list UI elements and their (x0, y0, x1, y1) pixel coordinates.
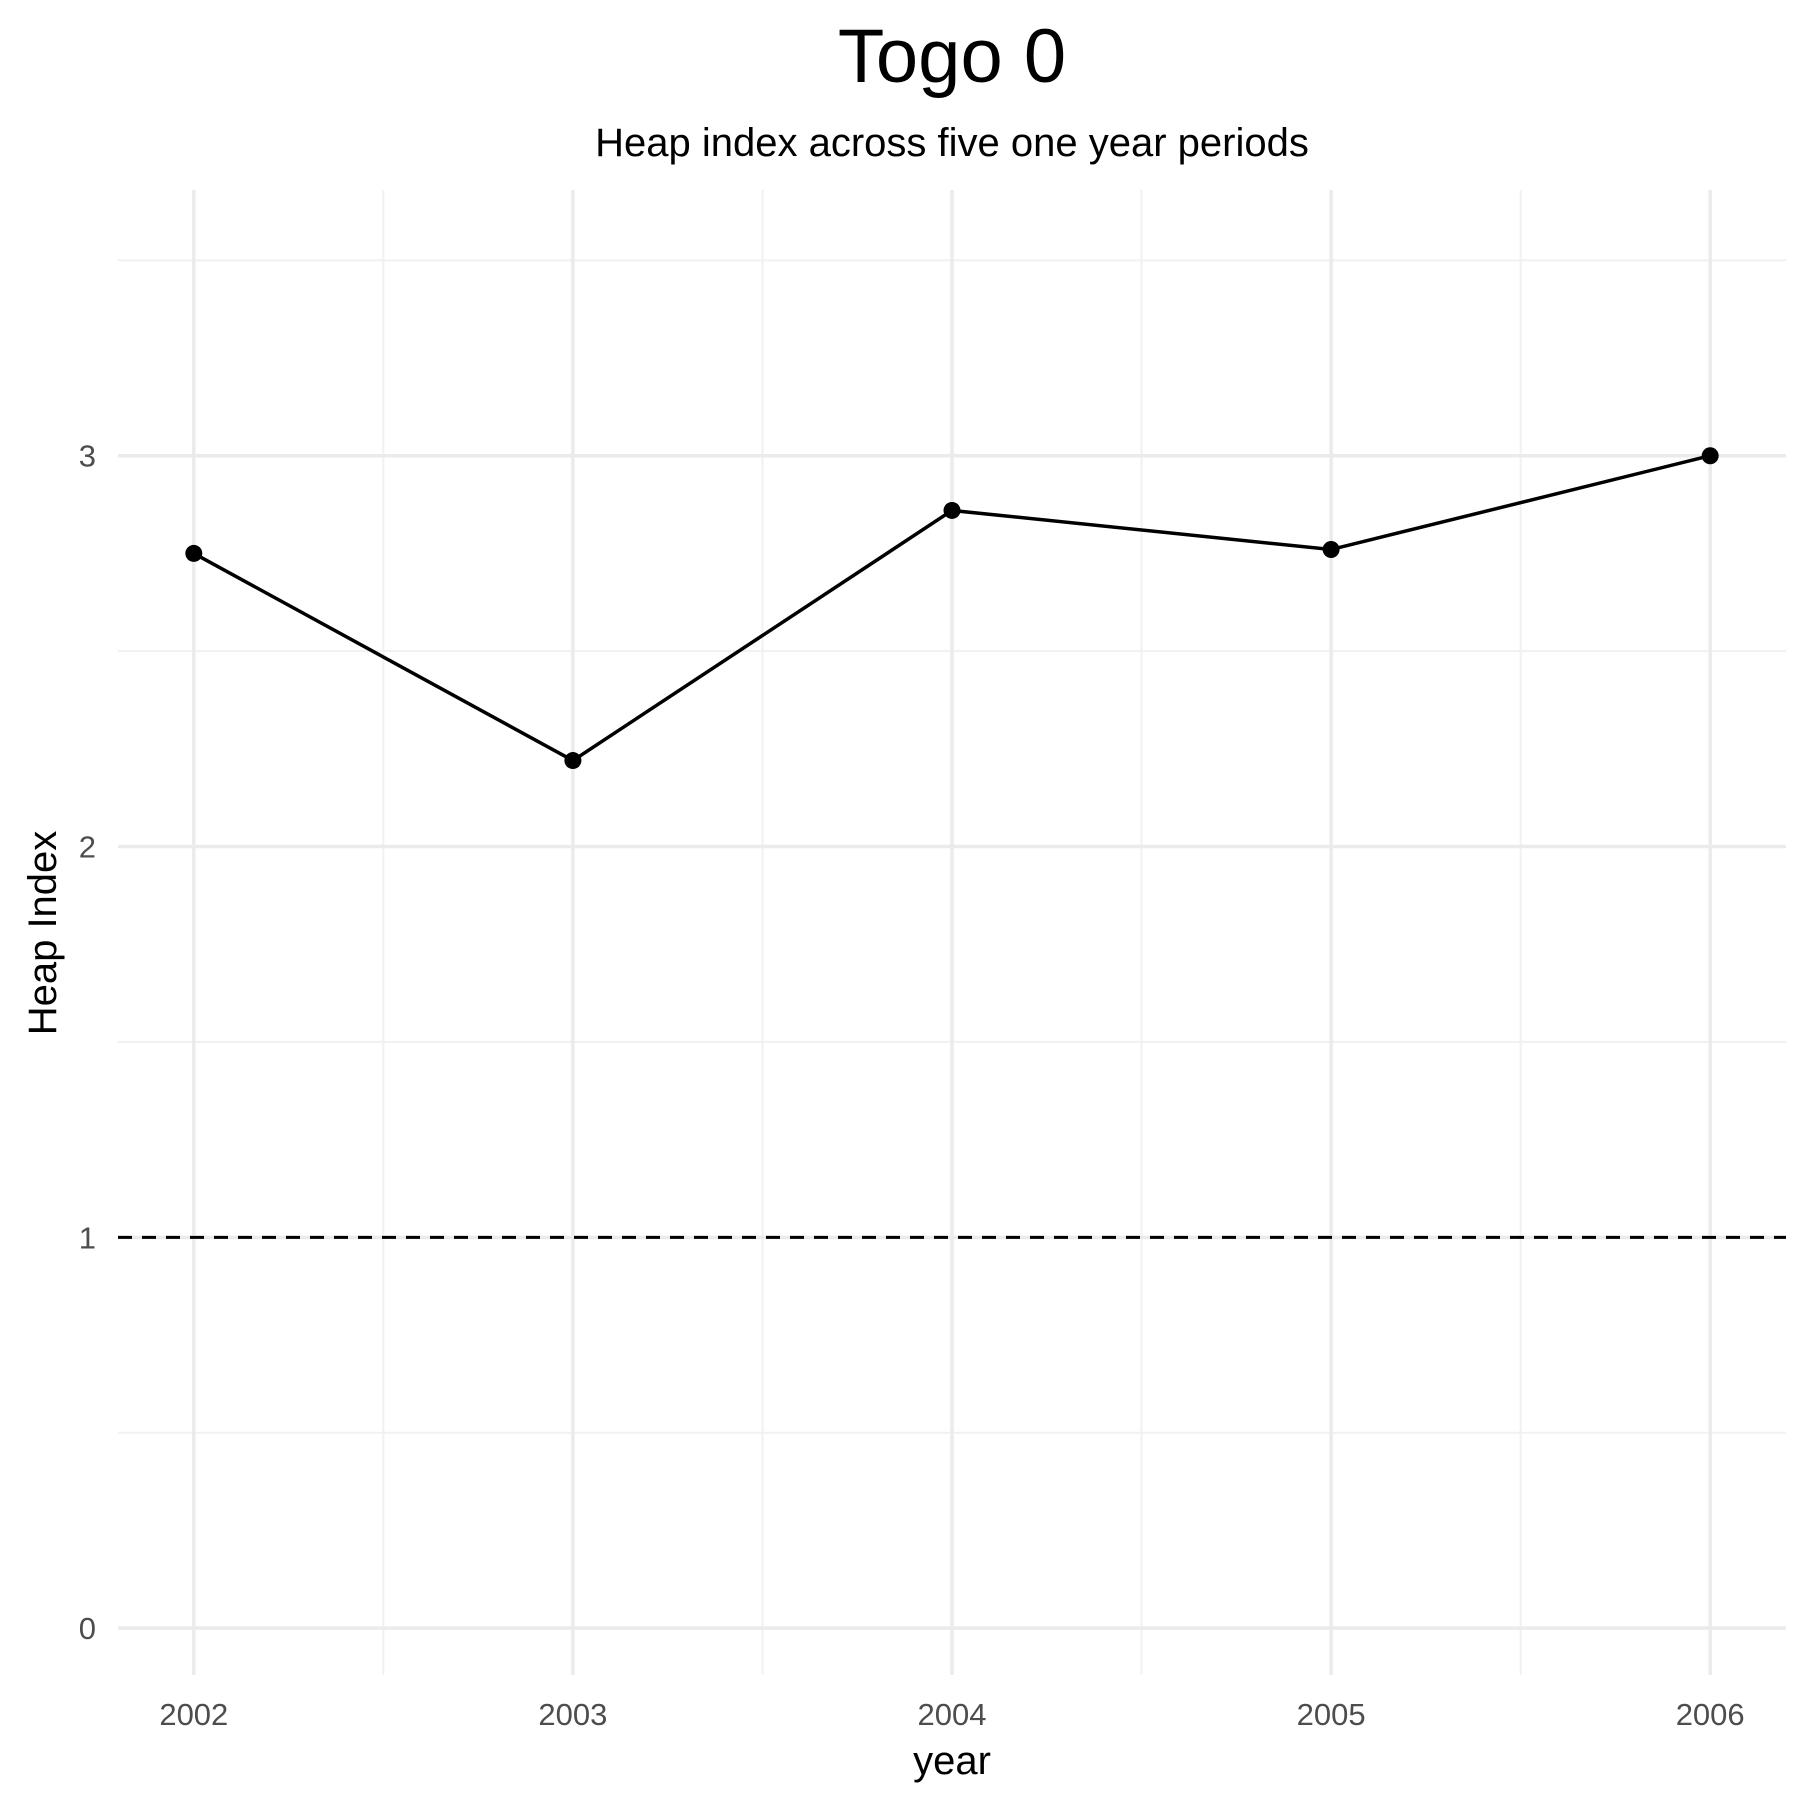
chart-title: Togo 0 (838, 14, 1066, 99)
major-gridlines (118, 190, 1786, 1675)
x-tick-label: 2006 (1676, 1697, 1745, 1732)
y-tick-label: 1 (79, 1220, 96, 1255)
x-tick-label: 2004 (918, 1697, 987, 1732)
x-tick-labels: 2002 2003 2004 2005 2006 (159, 1697, 1744, 1732)
data-point (564, 752, 582, 770)
series-layer (185, 447, 1719, 770)
x-tick-label: 2003 (538, 1697, 607, 1732)
y-tick-label: 2 (79, 830, 96, 865)
data-point (1322, 541, 1340, 559)
x-tick-label: 2002 (159, 1697, 228, 1732)
chart-subtitle: Heap index across five one year periods (595, 121, 1309, 165)
y-tick-label: 0 (79, 1611, 96, 1646)
x-axis-title: year (913, 1739, 991, 1783)
data-point (943, 501, 961, 519)
data-point (1701, 447, 1719, 465)
y-tick-labels: 0 1 2 3 (79, 439, 96, 1646)
x-tick-label: 2005 (1297, 1697, 1366, 1732)
y-axis-title: Heap Index (21, 831, 65, 1036)
data-point (185, 544, 203, 562)
y-tick-label: 3 (79, 439, 96, 474)
